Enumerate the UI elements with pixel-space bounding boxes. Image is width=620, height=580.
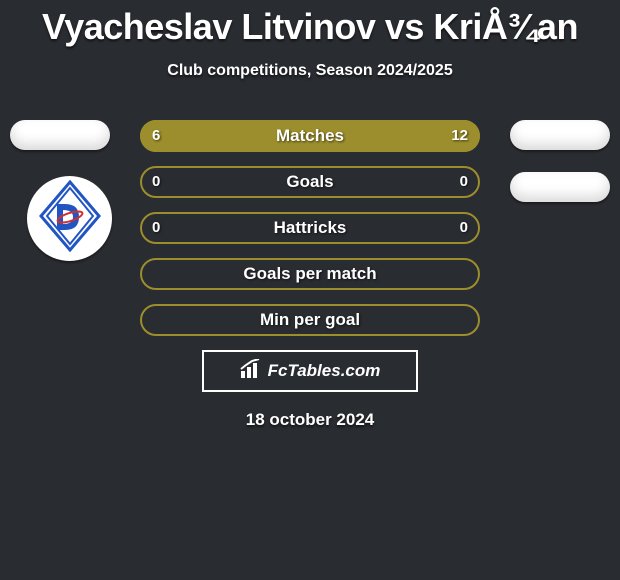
stat-label: Matches xyxy=(140,120,480,152)
page-title: Vyacheslav Litvinov vs KriÅ¾an xyxy=(0,0,620,48)
stat-label: Goals per match xyxy=(140,258,480,290)
brand-text: FcTables.com xyxy=(268,361,381,381)
stat-label: Min per goal xyxy=(140,304,480,336)
comparison-bars: 612Matches 00Goals 00Hattricks Goals per ma… xyxy=(140,120,480,336)
stat-row: 612Matches xyxy=(140,120,480,152)
stat-label: Hattricks xyxy=(140,212,480,244)
chart-icon xyxy=(240,359,262,384)
stat-row: 00Goals xyxy=(140,166,480,198)
stat-label: Goals xyxy=(140,166,480,198)
dynamo-moscow-icon xyxy=(39,180,101,257)
club-badge-left xyxy=(27,176,112,261)
player-avatar-right xyxy=(510,120,610,150)
player-avatar-left xyxy=(10,120,110,150)
comparison-stage: 612Matches 00Goals 00Hattricks Goals per ma… xyxy=(0,120,620,336)
date-label: 18 october 2024 xyxy=(0,410,620,430)
stat-row: Goals per match xyxy=(140,258,480,290)
brand-box: FcTables.com xyxy=(202,350,418,392)
stat-row: 00Hattricks xyxy=(140,212,480,244)
stat-row: Min per goal xyxy=(140,304,480,336)
club-avatar-right xyxy=(510,172,610,202)
page-subtitle: Club competitions, Season 2024/2025 xyxy=(0,62,620,80)
